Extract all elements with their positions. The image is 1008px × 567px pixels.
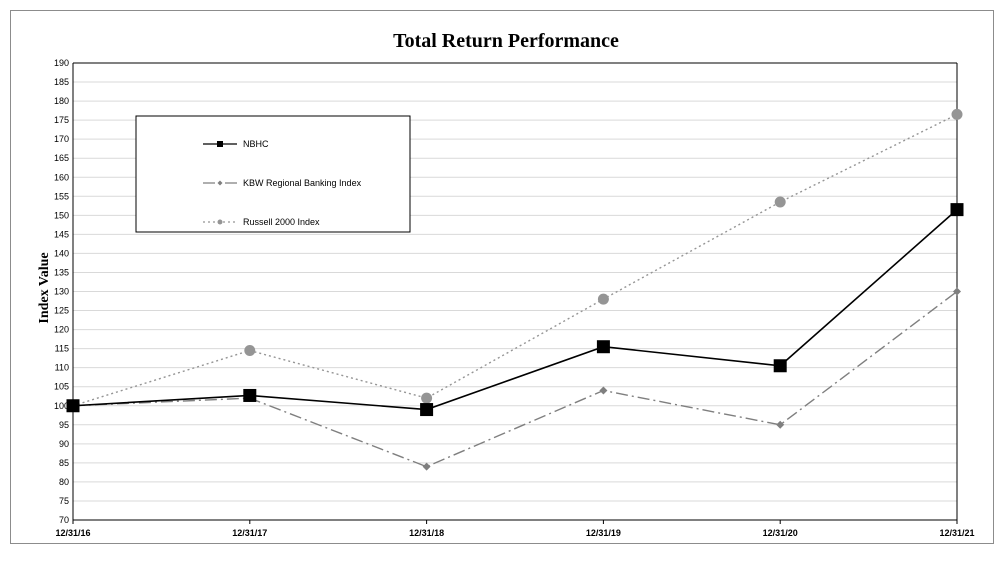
x-tick-label: 12/31/17 (232, 528, 267, 538)
legend: NBHC KBW Regional Banking Index Russell 20… (135, 115, 411, 233)
y-tick-label: 140 (54, 248, 69, 258)
series-group (66, 108, 964, 471)
data-point (597, 293, 609, 305)
data-point (950, 203, 964, 217)
y-tick-labels: 70 75 80 85 90 95 100 105 110 115 120 125 130 135 140 1… (54, 58, 69, 525)
series-nbhc (66, 203, 964, 417)
y-tick-label: 170 (54, 134, 69, 144)
data-point (596, 340, 610, 354)
grid-lines (73, 81, 957, 502)
chart-frame: Total Return Performance 70 75 80 85 90 95 100… (10, 10, 994, 544)
series-kbw-regional-banking-index (69, 287, 961, 471)
y-tick-label: 185 (54, 77, 69, 87)
y-tick-label: 105 (54, 382, 69, 392)
y-tick-label: 115 (55, 344, 69, 354)
data-point (420, 403, 434, 417)
y-tick-label: 100 (54, 401, 69, 411)
legend-label: KBW Regional Banking Index (243, 178, 362, 188)
y-tick-label: 80 (59, 477, 69, 487)
data-point (776, 420, 785, 429)
y-tick-label: 135 (54, 267, 69, 277)
legend-item: Russell 2000 Index (203, 217, 320, 227)
legend-marker (217, 180, 223, 186)
y-tick-label: 130 (54, 287, 69, 297)
y-tick-label: 150 (54, 210, 69, 220)
y-tick-label: 165 (54, 153, 69, 163)
chart-title: Total Return Performance (393, 30, 619, 52)
legend-box (135, 115, 411, 233)
data-point (422, 462, 431, 471)
legend-marker (217, 219, 223, 225)
y-tick-label: 120 (54, 325, 69, 335)
y-tick-label: 110 (55, 363, 69, 373)
y-tick-label: 175 (54, 115, 69, 125)
y-tick-label: 85 (59, 458, 69, 468)
data-point (773, 359, 787, 373)
line-chart: Total Return Performance 70 75 80 85 90 95 100… (37, 30, 975, 538)
y-tick-label: 70 (59, 515, 69, 525)
y-tick-label: 180 (54, 96, 69, 106)
x-tick-label: 12/31/21 (939, 528, 974, 538)
legend-item: KBW Regional Banking Index (203, 178, 362, 188)
y-tick-label: 125 (54, 306, 69, 316)
data-point (244, 345, 256, 357)
x-tick-label: 12/31/18 (409, 528, 444, 538)
data-point (243, 388, 257, 402)
y-tick-label: 145 (54, 229, 69, 239)
legend-item: NBHC (203, 139, 269, 149)
x-tick-label: 12/31/16 (55, 528, 90, 538)
legend-marker (217, 141, 223, 147)
data-point (951, 108, 963, 120)
series-line (72, 113, 958, 407)
series-line (72, 290, 958, 468)
y-tick-label: 190 (54, 58, 69, 68)
data-point (774, 196, 786, 208)
y-tick-label: 75 (59, 496, 69, 506)
y-tick-label: 155 (54, 191, 69, 201)
series-line (72, 209, 958, 411)
x-tick-label: 12/31/20 (763, 528, 798, 538)
legend-label: NBHC (243, 139, 269, 149)
data-point (953, 287, 961, 296)
data-point (421, 392, 433, 404)
y-axis-label: Index Value (37, 252, 52, 323)
y-tick-label: 90 (59, 439, 69, 449)
y-tick-label: 160 (54, 172, 69, 182)
y-tick-label: 95 (59, 420, 69, 430)
x-tick-labels: 12/31/16 12/31/17 12/31/18 12/31/19 12/31/20… (55, 520, 975, 538)
x-tick-label: 12/31/19 (586, 528, 621, 538)
legend-label: Russell 2000 Index (243, 217, 320, 227)
data-point (66, 399, 80, 413)
data-point (599, 386, 608, 395)
